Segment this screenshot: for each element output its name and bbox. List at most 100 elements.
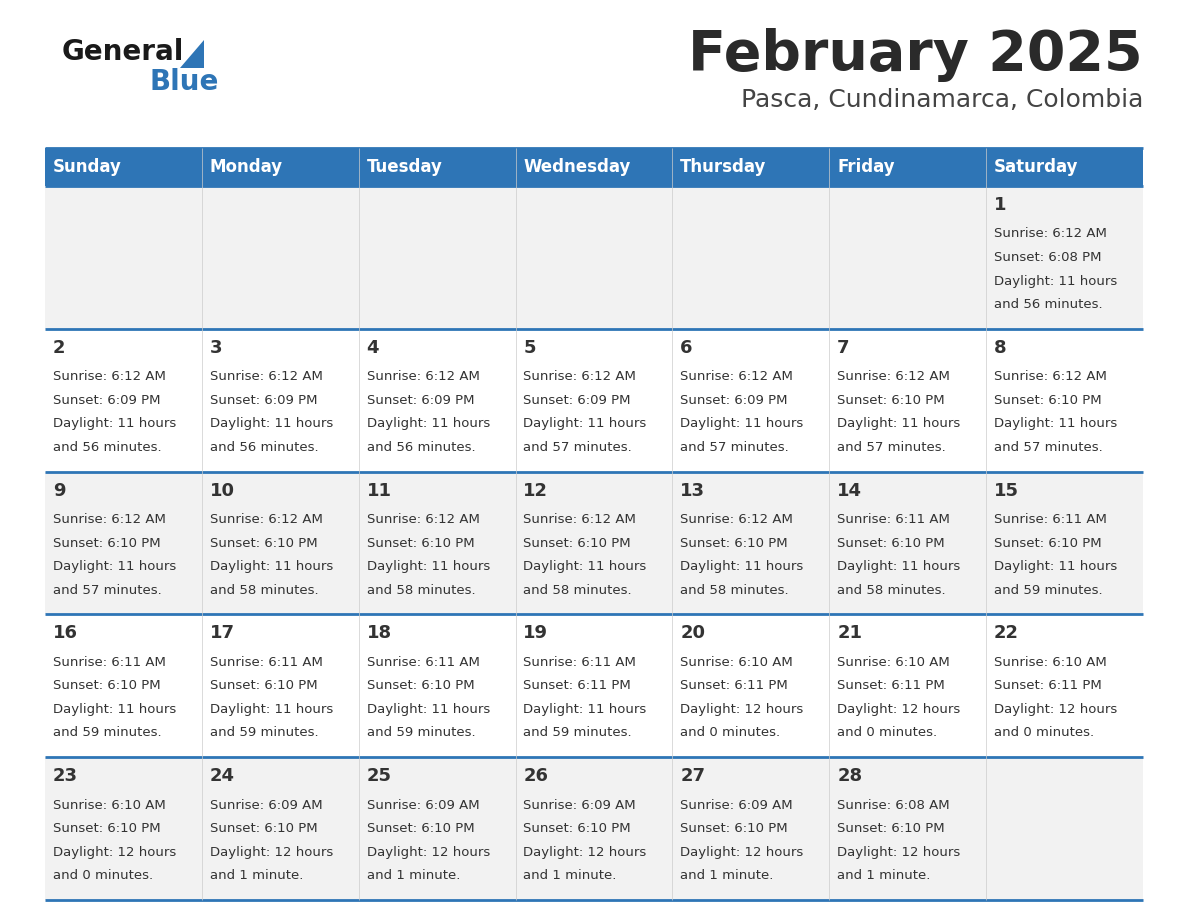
Text: Sunset: 6:10 PM: Sunset: 6:10 PM xyxy=(681,823,788,835)
Text: Sunrise: 6:12 AM: Sunrise: 6:12 AM xyxy=(524,370,637,383)
Text: and 1 minute.: and 1 minute. xyxy=(681,869,773,882)
Text: 9: 9 xyxy=(52,482,65,499)
Text: 1: 1 xyxy=(994,196,1006,214)
Text: Daylight: 11 hours: Daylight: 11 hours xyxy=(367,560,489,573)
Text: Sunday: Sunday xyxy=(52,158,121,176)
Text: Sunrise: 6:12 AM: Sunrise: 6:12 AM xyxy=(367,513,480,526)
Text: 8: 8 xyxy=(994,339,1006,357)
Text: 13: 13 xyxy=(681,482,706,499)
Text: Sunrise: 6:12 AM: Sunrise: 6:12 AM xyxy=(838,370,950,383)
Polygon shape xyxy=(181,40,204,68)
Text: and 59 minutes.: and 59 minutes. xyxy=(210,726,318,740)
Text: and 58 minutes.: and 58 minutes. xyxy=(367,584,475,597)
Text: Sunrise: 6:12 AM: Sunrise: 6:12 AM xyxy=(52,513,165,526)
Text: Daylight: 12 hours: Daylight: 12 hours xyxy=(994,703,1117,716)
Text: Sunrise: 6:11 AM: Sunrise: 6:11 AM xyxy=(838,513,950,526)
Text: and 56 minutes.: and 56 minutes. xyxy=(994,298,1102,311)
Text: 23: 23 xyxy=(52,767,78,785)
Text: Sunrise: 6:12 AM: Sunrise: 6:12 AM xyxy=(994,228,1107,241)
Text: Sunset: 6:10 PM: Sunset: 6:10 PM xyxy=(681,537,788,550)
Text: Daylight: 12 hours: Daylight: 12 hours xyxy=(210,845,333,858)
Text: 12: 12 xyxy=(524,482,549,499)
Text: 17: 17 xyxy=(210,624,235,643)
Text: Daylight: 12 hours: Daylight: 12 hours xyxy=(52,845,176,858)
Text: 25: 25 xyxy=(367,767,392,785)
Text: Sunset: 6:10 PM: Sunset: 6:10 PM xyxy=(52,537,160,550)
Bar xyxy=(45,329,1143,472)
Text: Saturday: Saturday xyxy=(994,158,1079,176)
Text: Sunrise: 6:12 AM: Sunrise: 6:12 AM xyxy=(681,370,794,383)
Text: Daylight: 11 hours: Daylight: 11 hours xyxy=(52,703,176,716)
Text: Sunset: 6:10 PM: Sunset: 6:10 PM xyxy=(994,537,1101,550)
Text: 15: 15 xyxy=(994,482,1019,499)
Text: 21: 21 xyxy=(838,624,862,643)
Text: Sunrise: 6:09 AM: Sunrise: 6:09 AM xyxy=(367,799,479,812)
Bar xyxy=(45,148,1143,186)
Text: Daylight: 11 hours: Daylight: 11 hours xyxy=(994,274,1117,287)
Text: Daylight: 11 hours: Daylight: 11 hours xyxy=(681,560,803,573)
Text: Daylight: 12 hours: Daylight: 12 hours xyxy=(681,845,803,858)
Text: Daylight: 11 hours: Daylight: 11 hours xyxy=(210,418,333,431)
Text: Sunrise: 6:09 AM: Sunrise: 6:09 AM xyxy=(210,799,322,812)
Text: and 59 minutes.: and 59 minutes. xyxy=(367,726,475,740)
Text: Sunset: 6:10 PM: Sunset: 6:10 PM xyxy=(838,537,944,550)
Text: and 1 minute.: and 1 minute. xyxy=(367,869,460,882)
Text: Daylight: 11 hours: Daylight: 11 hours xyxy=(367,418,489,431)
Text: and 57 minutes.: and 57 minutes. xyxy=(994,441,1102,453)
Text: 2: 2 xyxy=(52,339,65,357)
Text: Daylight: 11 hours: Daylight: 11 hours xyxy=(681,418,803,431)
Text: and 0 minutes.: and 0 minutes. xyxy=(838,726,937,740)
Text: Sunset: 6:11 PM: Sunset: 6:11 PM xyxy=(524,679,631,692)
Text: Daylight: 11 hours: Daylight: 11 hours xyxy=(524,560,646,573)
Text: Sunrise: 6:09 AM: Sunrise: 6:09 AM xyxy=(681,799,792,812)
Text: Daylight: 11 hours: Daylight: 11 hours xyxy=(838,560,960,573)
Text: Sunset: 6:10 PM: Sunset: 6:10 PM xyxy=(367,679,474,692)
Text: Daylight: 12 hours: Daylight: 12 hours xyxy=(367,845,489,858)
Text: Sunset: 6:10 PM: Sunset: 6:10 PM xyxy=(210,823,317,835)
Text: Sunrise: 6:12 AM: Sunrise: 6:12 AM xyxy=(681,513,794,526)
Text: 28: 28 xyxy=(838,767,862,785)
Text: Pasca, Cundinamarca, Colombia: Pasca, Cundinamarca, Colombia xyxy=(740,88,1143,112)
Text: Daylight: 12 hours: Daylight: 12 hours xyxy=(681,703,803,716)
Text: Daylight: 11 hours: Daylight: 11 hours xyxy=(838,418,960,431)
Text: Wednesday: Wednesday xyxy=(524,158,631,176)
Text: Daylight: 11 hours: Daylight: 11 hours xyxy=(210,703,333,716)
Text: 7: 7 xyxy=(838,339,849,357)
Text: Daylight: 11 hours: Daylight: 11 hours xyxy=(367,703,489,716)
Text: and 58 minutes.: and 58 minutes. xyxy=(838,584,946,597)
Text: 11: 11 xyxy=(367,482,392,499)
Text: Daylight: 11 hours: Daylight: 11 hours xyxy=(994,418,1117,431)
Text: 19: 19 xyxy=(524,624,549,643)
Bar xyxy=(45,186,1143,329)
Text: Daylight: 11 hours: Daylight: 11 hours xyxy=(52,418,176,431)
Text: and 56 minutes.: and 56 minutes. xyxy=(52,441,162,453)
Text: Sunrise: 6:11 AM: Sunrise: 6:11 AM xyxy=(52,655,165,669)
Text: and 58 minutes.: and 58 minutes. xyxy=(524,584,632,597)
Text: Sunrise: 6:08 AM: Sunrise: 6:08 AM xyxy=(838,799,949,812)
Text: Sunset: 6:11 PM: Sunset: 6:11 PM xyxy=(681,679,788,692)
Text: 4: 4 xyxy=(367,339,379,357)
Text: 5: 5 xyxy=(524,339,536,357)
Text: Daylight: 11 hours: Daylight: 11 hours xyxy=(524,418,646,431)
Text: Sunset: 6:09 PM: Sunset: 6:09 PM xyxy=(681,394,788,407)
Text: Sunrise: 6:12 AM: Sunrise: 6:12 AM xyxy=(52,370,165,383)
Text: Daylight: 11 hours: Daylight: 11 hours xyxy=(524,703,646,716)
Text: Sunrise: 6:09 AM: Sunrise: 6:09 AM xyxy=(524,799,636,812)
Text: 10: 10 xyxy=(210,482,235,499)
Text: and 59 minutes.: and 59 minutes. xyxy=(524,726,632,740)
Text: Sunset: 6:11 PM: Sunset: 6:11 PM xyxy=(994,679,1101,692)
Text: Sunset: 6:10 PM: Sunset: 6:10 PM xyxy=(994,394,1101,407)
Text: 14: 14 xyxy=(838,482,862,499)
Text: Daylight: 12 hours: Daylight: 12 hours xyxy=(524,845,646,858)
Text: and 57 minutes.: and 57 minutes. xyxy=(524,441,632,453)
Text: February 2025: February 2025 xyxy=(688,28,1143,82)
Text: Daylight: 12 hours: Daylight: 12 hours xyxy=(838,845,960,858)
Text: Friday: Friday xyxy=(838,158,895,176)
Text: 20: 20 xyxy=(681,624,706,643)
Bar xyxy=(45,472,1143,614)
Text: Sunrise: 6:12 AM: Sunrise: 6:12 AM xyxy=(210,513,323,526)
Text: Sunrise: 6:11 AM: Sunrise: 6:11 AM xyxy=(210,655,323,669)
Text: Sunrise: 6:11 AM: Sunrise: 6:11 AM xyxy=(367,655,480,669)
Text: Sunset: 6:10 PM: Sunset: 6:10 PM xyxy=(838,394,944,407)
Text: Sunrise: 6:11 AM: Sunrise: 6:11 AM xyxy=(524,655,637,669)
